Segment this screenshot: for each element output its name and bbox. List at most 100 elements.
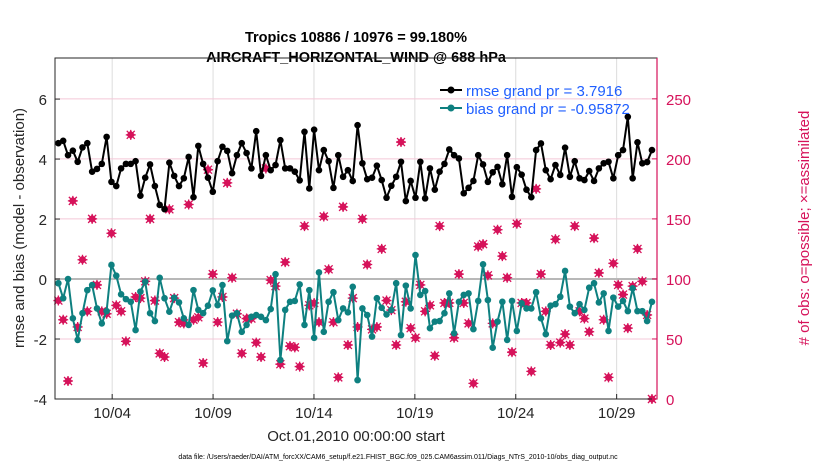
rmse-point xyxy=(112,182,120,190)
nobs-assimilated-marker xyxy=(87,213,98,224)
bias-point xyxy=(581,306,588,314)
nobs-assimilated-marker xyxy=(67,195,78,206)
nobs-assimilated-marker xyxy=(642,309,653,320)
x-tick-label: 10/04 xyxy=(93,405,131,422)
nobs-assimilated-marker xyxy=(405,323,416,334)
bias-point xyxy=(474,297,482,305)
nobs-point xyxy=(429,350,440,361)
bias-point xyxy=(93,305,101,312)
nobs-assimilated-marker xyxy=(545,339,556,350)
nobs-point xyxy=(376,243,387,254)
rmse-point xyxy=(330,184,337,192)
nobs-assimilated-marker xyxy=(63,375,74,386)
nobs-assimilated-marker xyxy=(222,177,233,188)
nobs-point xyxy=(405,323,416,334)
nobs-point xyxy=(492,224,503,235)
nobs-assimilated-marker xyxy=(622,323,633,334)
nobs-point xyxy=(265,275,276,286)
x-axis-label: Oct.01,2010 00:00:00 start xyxy=(267,428,445,445)
nobs-point xyxy=(497,251,508,262)
rmse-point xyxy=(122,160,130,168)
y-right-tick-label: 100 xyxy=(666,272,691,289)
bias-point xyxy=(166,308,173,316)
rmse-point xyxy=(238,139,246,147)
nobs-assimilated-marker xyxy=(323,264,334,275)
nobs-assimilated-marker xyxy=(593,267,604,278)
bias-point xyxy=(532,288,540,296)
bias-point xyxy=(223,337,231,345)
nobs-point xyxy=(564,339,575,350)
rmse-point xyxy=(619,146,627,154)
rmse-point xyxy=(547,175,554,183)
nobs-assimilated-marker xyxy=(453,269,464,280)
bias-point xyxy=(629,285,636,292)
bias-point xyxy=(69,315,77,322)
rmse-point xyxy=(412,194,419,202)
nobs-point xyxy=(637,276,648,287)
rmse-point xyxy=(344,166,352,174)
rmse-point xyxy=(445,146,453,153)
bias-point xyxy=(576,300,583,308)
nobs-point xyxy=(502,272,513,283)
rmse-point xyxy=(339,173,347,181)
rmse-point xyxy=(267,166,275,174)
x-tick-label: 10/29 xyxy=(598,405,636,422)
rmse-point xyxy=(605,158,612,166)
nobs-assimilated-marker xyxy=(77,254,88,265)
nobs-point xyxy=(540,306,551,317)
nobs-point xyxy=(63,375,74,386)
axis-ticks: 10/04 10/09 10/14 10/19 10/24 10/29 0 50 100 150 2… xyxy=(34,92,691,422)
bias-point xyxy=(79,309,86,317)
rmse-point xyxy=(190,193,197,201)
bias-point xyxy=(605,327,612,335)
bias-point xyxy=(185,321,192,329)
nobs-assimilated-marker xyxy=(256,351,267,362)
nobs-assimilated-marker xyxy=(236,348,247,359)
y-right-tick-label: 50 xyxy=(666,332,683,349)
nobs-assimilated-marker xyxy=(299,221,310,232)
bias-point xyxy=(624,307,632,315)
nobs-assimilated-marker xyxy=(376,243,387,254)
y-tick-label: 2 xyxy=(39,212,47,229)
bias-point xyxy=(281,306,289,314)
nobs-point xyxy=(333,372,344,383)
nobs-assimilated-marker xyxy=(260,163,271,174)
rmse-point xyxy=(310,126,318,133)
rmse-point xyxy=(64,151,72,159)
bias-point xyxy=(238,328,246,336)
rmse-point xyxy=(325,157,332,165)
nobs-point xyxy=(198,357,209,368)
nobs-point xyxy=(289,342,300,353)
rmse-point xyxy=(465,184,472,192)
nobs-assimilated-marker xyxy=(313,317,324,328)
bias-point xyxy=(195,306,202,314)
nobs-assimilated-marker xyxy=(130,291,141,302)
rmse-point xyxy=(503,151,511,159)
nobs-assimilated-marker xyxy=(478,239,489,250)
bias-point xyxy=(634,307,641,315)
nobs-point xyxy=(164,204,175,215)
nobs-assimilated-marker xyxy=(289,342,300,353)
nobs-point xyxy=(391,339,402,350)
nobs-point xyxy=(357,213,368,224)
rmse-point xyxy=(301,128,308,136)
bias-point xyxy=(465,290,472,297)
bias-point xyxy=(542,330,550,338)
nobs-assimilated-marker xyxy=(632,243,643,254)
rmse-point xyxy=(479,161,487,168)
nobs-assimilated-marker xyxy=(473,241,484,252)
bias-point xyxy=(151,317,159,325)
rmse-point xyxy=(281,165,289,172)
nobs-point xyxy=(106,228,117,239)
nobs-point xyxy=(318,211,329,222)
nobs-assimilated-marker xyxy=(589,233,600,244)
bias-point xyxy=(494,318,501,325)
bias-point xyxy=(354,376,361,384)
bias-point xyxy=(426,324,434,332)
bias-point xyxy=(643,317,651,325)
bias-point xyxy=(552,300,559,308)
legend-bias-marker xyxy=(447,104,455,112)
rmse-point xyxy=(166,159,173,166)
nobs-assimilated-marker xyxy=(507,347,518,358)
bias-point xyxy=(518,300,525,307)
